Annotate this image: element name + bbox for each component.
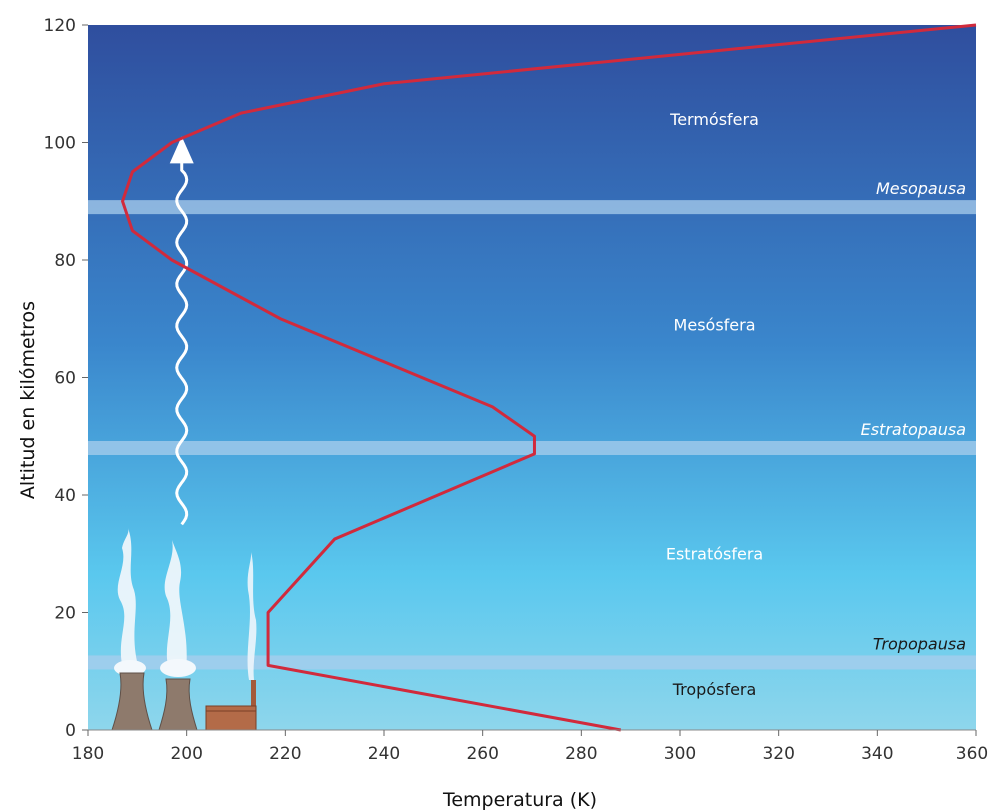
x-axis-title: Temperatura (K) <box>442 789 597 811</box>
plot-background <box>88 25 976 730</box>
layer-label: Termósfera <box>669 110 759 129</box>
upward-wave-arrow <box>169 136 194 526</box>
x-tick-label: 240 <box>368 744 400 764</box>
temperature-curve <box>121 23 977 732</box>
x-tick-label: 340 <box>861 744 893 764</box>
x-tick-label: 320 <box>762 744 794 764</box>
x-tick-label: 300 <box>664 744 696 764</box>
pause-labels: Mesopausa Estratopausa Tropopausa <box>861 179 966 653</box>
pause-label: Tropopausa <box>873 634 966 653</box>
pause-band <box>88 655 976 670</box>
y-tick-label: 120 <box>44 16 76 36</box>
pause-label: Estratopausa <box>861 420 966 439</box>
x-tick-label: 360 <box>956 744 988 764</box>
industry-illustration <box>111 528 257 731</box>
smoke-plume-small <box>247 552 257 680</box>
y-tick-label: 0 <box>65 721 76 741</box>
sky-gradient <box>88 25 976 730</box>
x-tick-label: 200 <box>170 744 202 764</box>
y-tick-label: 40 <box>54 486 76 506</box>
smoke-plume-middle <box>160 540 196 677</box>
y-axis-title: Altitud en kilómetros <box>17 301 39 499</box>
pause-band <box>88 441 976 455</box>
x-tick-label: 220 <box>269 744 301 764</box>
y-tick-label: 60 <box>54 369 76 389</box>
y-tick-label: 100 <box>44 134 76 154</box>
layer-labels: Termósfera Mesósfera Estratósfera Tropósfer… <box>666 110 763 699</box>
factory-chimney <box>251 680 256 712</box>
x-tick-label: 280 <box>565 744 597 764</box>
x-tick-label: 180 <box>72 744 104 764</box>
x-tick-label: 260 <box>466 744 498 764</box>
pause-bands <box>88 200 976 670</box>
y-tick-label: 80 <box>54 251 76 271</box>
factory-building <box>205 705 257 731</box>
smoke-plume-left <box>114 528 146 676</box>
layer-label: Estratósfera <box>666 545 763 564</box>
y-axis-ticks: 0 20 40 60 80 100 120 <box>44 16 88 741</box>
x-axis-ticks: 180 200 220 240 260 280 300 320 340 360 <box>72 730 988 764</box>
layer-label: Tropósfera <box>672 680 757 699</box>
pause-label: Mesopausa <box>876 179 966 198</box>
layer-label: Mesósfera <box>674 316 756 335</box>
y-tick-label: 20 <box>54 604 76 624</box>
pause-band <box>88 200 976 215</box>
